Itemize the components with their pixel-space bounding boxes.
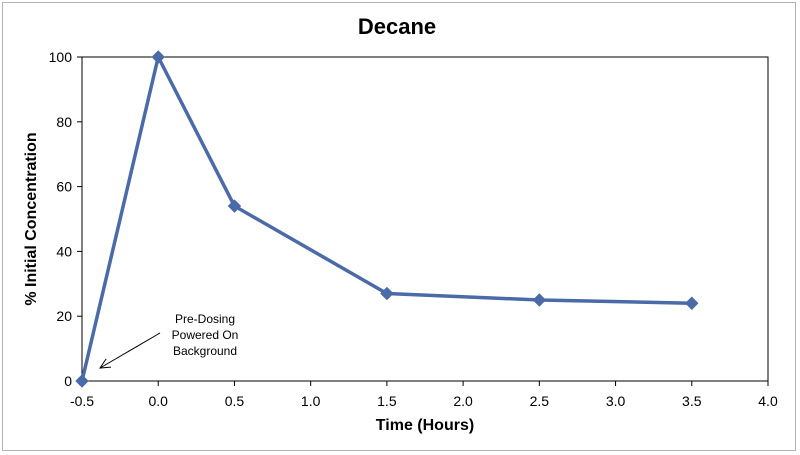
annotation-arrowhead bbox=[99, 358, 112, 369]
y-tick-label: 100 bbox=[49, 49, 73, 65]
data-point-marker bbox=[532, 293, 547, 307]
data-point-marker bbox=[227, 199, 242, 213]
y-tick-label: 80 bbox=[56, 114, 72, 130]
x-axis-ticks: -0.5 0.0 0.5 1.0 1.5 2.0 2.5 3.0 3.5 4.0 bbox=[70, 381, 778, 409]
x-tick-label: 1.0 bbox=[301, 393, 321, 409]
series-line bbox=[80, 55, 692, 382]
data-point-marker bbox=[75, 374, 89, 388]
x-tick-label: 0.5 bbox=[225, 393, 245, 409]
y-tick-label: 60 bbox=[56, 179, 72, 195]
annotation: Pre-Dosing Powered On Background bbox=[99, 312, 239, 369]
x-tick-label: 3.5 bbox=[682, 393, 702, 409]
annotation-arrow bbox=[99, 332, 161, 369]
series-markers bbox=[75, 50, 699, 388]
x-tick-label: 1.5 bbox=[377, 393, 397, 409]
data-point-marker bbox=[685, 296, 699, 310]
x-tick-label: 2.5 bbox=[530, 393, 550, 409]
y-tick-label: 0 bbox=[64, 373, 72, 389]
x-tick-label: 0.0 bbox=[148, 393, 168, 409]
y-tick-label: 20 bbox=[56, 308, 72, 324]
x-tick-label: 3.0 bbox=[606, 393, 626, 409]
x-tick-label: -0.5 bbox=[70, 393, 94, 409]
annotation-line-3: Background bbox=[173, 344, 237, 358]
y-axis-ticks: 0 20 40 60 80 100 bbox=[49, 49, 82, 389]
data-point-marker bbox=[380, 286, 394, 301]
chart-frame bbox=[2, 2, 796, 451]
annotation-line-1: Pre-Dosing bbox=[175, 312, 235, 326]
chart-title: Decane bbox=[358, 14, 436, 39]
x-axis-label: Time (Hours) bbox=[376, 417, 474, 434]
y-axis-label: % Initial Concentration bbox=[23, 132, 40, 305]
x-tick-label: 4.0 bbox=[758, 393, 778, 409]
annotation-line-2: Powered On bbox=[172, 328, 239, 342]
x-tick-label: 2.0 bbox=[453, 393, 473, 409]
y-tick-label: 40 bbox=[56, 243, 72, 259]
plot-area bbox=[81, 56, 769, 382]
data-point-marker bbox=[151, 50, 165, 64]
